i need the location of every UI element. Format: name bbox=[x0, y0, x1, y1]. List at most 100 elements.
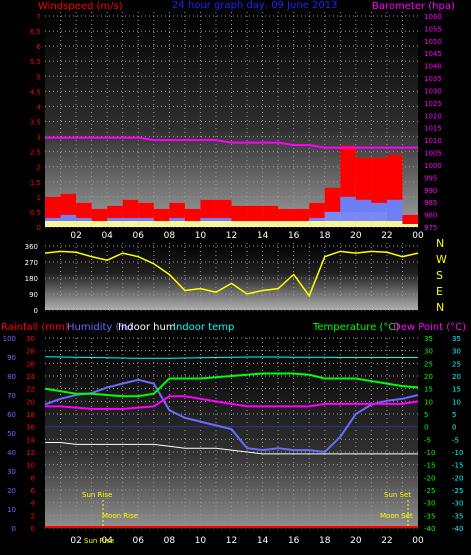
windspeed-avg-bar bbox=[169, 217, 185, 221]
wind-x-tick-label: 06 bbox=[133, 231, 145, 241]
windspeed-avg-bar bbox=[340, 196, 356, 221]
indoor-temp-label: Indoor temp bbox=[173, 322, 234, 333]
temp-panel-grid bbox=[45, 337, 418, 529]
windspeed-tick-label: 6.5 bbox=[30, 28, 41, 36]
temp-x-tick-label: 04 bbox=[101, 536, 113, 546]
windspeed-tick-label: 6 bbox=[37, 43, 42, 51]
direction-line bbox=[44, 250, 419, 298]
rainfall-axis-label: Rainfall (mm) bbox=[1, 322, 69, 333]
windspeed-axis-label: Windspeed (m/s) bbox=[38, 1, 123, 12]
temperature-tick-label: -20 bbox=[424, 474, 435, 482]
windspeed-bar bbox=[107, 205, 123, 218]
solar-bar bbox=[262, 220, 279, 227]
rainfall-tick-label: 24 bbox=[26, 373, 35, 381]
barometer-tick-label: 1015 bbox=[424, 125, 442, 133]
solar-bar bbox=[184, 220, 201, 227]
dewpoint-tick-label: -5 bbox=[452, 436, 459, 444]
rainfall-tick-label: 2 bbox=[31, 512, 35, 520]
windspeed-bar bbox=[122, 199, 139, 218]
windspeed-ticks: 0 0.5 1 1.5 2 2.5 3 3.5 4 4.5 5 5.5 6 6.5 7 bbox=[30, 13, 42, 232]
wind-x-tick-label: 00 bbox=[412, 231, 424, 241]
solar-bar bbox=[278, 220, 294, 227]
wind-x-tick-label: 12 bbox=[226, 231, 237, 241]
barometer-tick-label: 1025 bbox=[424, 100, 442, 108]
rainfall-tick-label: 8 bbox=[31, 474, 35, 482]
windspeed-avg-bar bbox=[76, 217, 92, 221]
wind-x-tick-label: 18 bbox=[319, 231, 331, 241]
windspeed-bar bbox=[309, 202, 325, 218]
dewpoint-tick-label: 20 bbox=[452, 373, 461, 381]
dewpoint-tick-label: 30 bbox=[452, 348, 461, 356]
windspeed-bar bbox=[355, 157, 372, 200]
wind-data bbox=[45, 136, 418, 227]
temperature-tick-label: 15 bbox=[424, 386, 433, 394]
rainfall-tick-label: 20 bbox=[26, 398, 35, 406]
dewpoint-tick-label: -30 bbox=[452, 500, 463, 508]
windspeed-bar bbox=[45, 196, 61, 218]
sun-set-label: Sun Set bbox=[384, 491, 411, 499]
temp-x-tick-label: 18 bbox=[319, 536, 331, 546]
windspeed-tick-label: 2 bbox=[37, 164, 41, 172]
temperature-line bbox=[44, 372, 419, 398]
barometer-tick-label: 1045 bbox=[424, 50, 442, 58]
windspeed-tick-label: 4.5 bbox=[30, 88, 41, 96]
windspeed-bar bbox=[138, 202, 154, 218]
barometer-tick-label: 980 bbox=[424, 212, 437, 220]
direction-tick-label: 180 bbox=[25, 275, 38, 283]
temp-x-tick-label: 22 bbox=[381, 536, 392, 546]
temperature-axis-label: Temperature (°C) bbox=[312, 322, 399, 333]
windspeed-tick-label: 2.5 bbox=[30, 149, 41, 157]
solar-bar bbox=[138, 220, 154, 227]
windspeed-avg-bar bbox=[355, 199, 372, 221]
windspeed-tick-label: 5 bbox=[37, 73, 41, 81]
temperature-tick-label: 10 bbox=[424, 398, 433, 406]
moon-rise-label: Moon Rise bbox=[102, 512, 138, 520]
windspeed-bar bbox=[169, 202, 185, 218]
windspeed-bar bbox=[91, 208, 108, 221]
windspeed-tick-label: 3.5 bbox=[30, 119, 41, 127]
humidity-tick-label: 0 bbox=[12, 525, 16, 533]
temperature-tick-label: -15 bbox=[424, 462, 435, 470]
windspeed-tick-label: 3 bbox=[37, 134, 41, 142]
windspeed-bar bbox=[340, 145, 356, 197]
indoor-hum-line bbox=[45, 442, 418, 455]
rainfall-tick-label: 0 bbox=[31, 525, 35, 533]
temp-x-ticks: 02 04 06 08 10 12 14 16 18 20 22 00 bbox=[70, 536, 424, 546]
windspeed-tick-label: 0.5 bbox=[30, 209, 41, 217]
direction-tick-label: 0 bbox=[34, 307, 38, 315]
solar-bar bbox=[293, 220, 310, 227]
dewpoint-tick-label: 0 bbox=[452, 424, 456, 432]
humidity-tick-label: 100 bbox=[3, 335, 16, 343]
temperature-tick-label: -40 bbox=[424, 525, 435, 533]
windspeed-bar bbox=[76, 202, 92, 218]
temperature-tick-label: -10 bbox=[424, 449, 435, 457]
wind-x-tick-label: 02 bbox=[70, 231, 81, 241]
compass-letter: S bbox=[436, 269, 443, 282]
windspeed-bar bbox=[60, 193, 77, 215]
barometer-tick-label: 1010 bbox=[424, 137, 442, 145]
dewpoint-tick-label: 10 bbox=[452, 398, 461, 406]
solar-bar bbox=[386, 220, 403, 227]
temperature-tick-label: 25 bbox=[424, 360, 433, 368]
barometer-tick-label: 1050 bbox=[424, 38, 442, 46]
windspeed-bar bbox=[386, 154, 403, 200]
wind-x-tick-label: 08 bbox=[164, 231, 176, 241]
solar-bar bbox=[200, 220, 216, 227]
indoor-hum-label: Indoor hum bbox=[118, 322, 176, 333]
temp-x-tick-label: 00 bbox=[412, 536, 424, 546]
temperature-tick-label: 35 bbox=[424, 335, 433, 343]
temp-x-tick-label: 02 bbox=[70, 536, 81, 546]
wind-x-tick-label: 04 bbox=[101, 231, 113, 241]
barometer-line bbox=[45, 136, 418, 149]
humidity-tick-label: 10 bbox=[7, 506, 16, 514]
windspeed-avg-bar bbox=[200, 217, 216, 221]
solar-bar bbox=[309, 220, 325, 227]
windspeed-avg-bar bbox=[107, 217, 123, 221]
compass-letter: E bbox=[436, 285, 443, 298]
windspeed-bar bbox=[184, 208, 201, 221]
windspeed-avg-bar bbox=[122, 217, 139, 221]
wind-x-tick-label: 10 bbox=[195, 231, 207, 241]
humidity-axis-label: Humidity (%) bbox=[67, 322, 133, 333]
moon-set-label: Moon Set bbox=[380, 512, 413, 520]
